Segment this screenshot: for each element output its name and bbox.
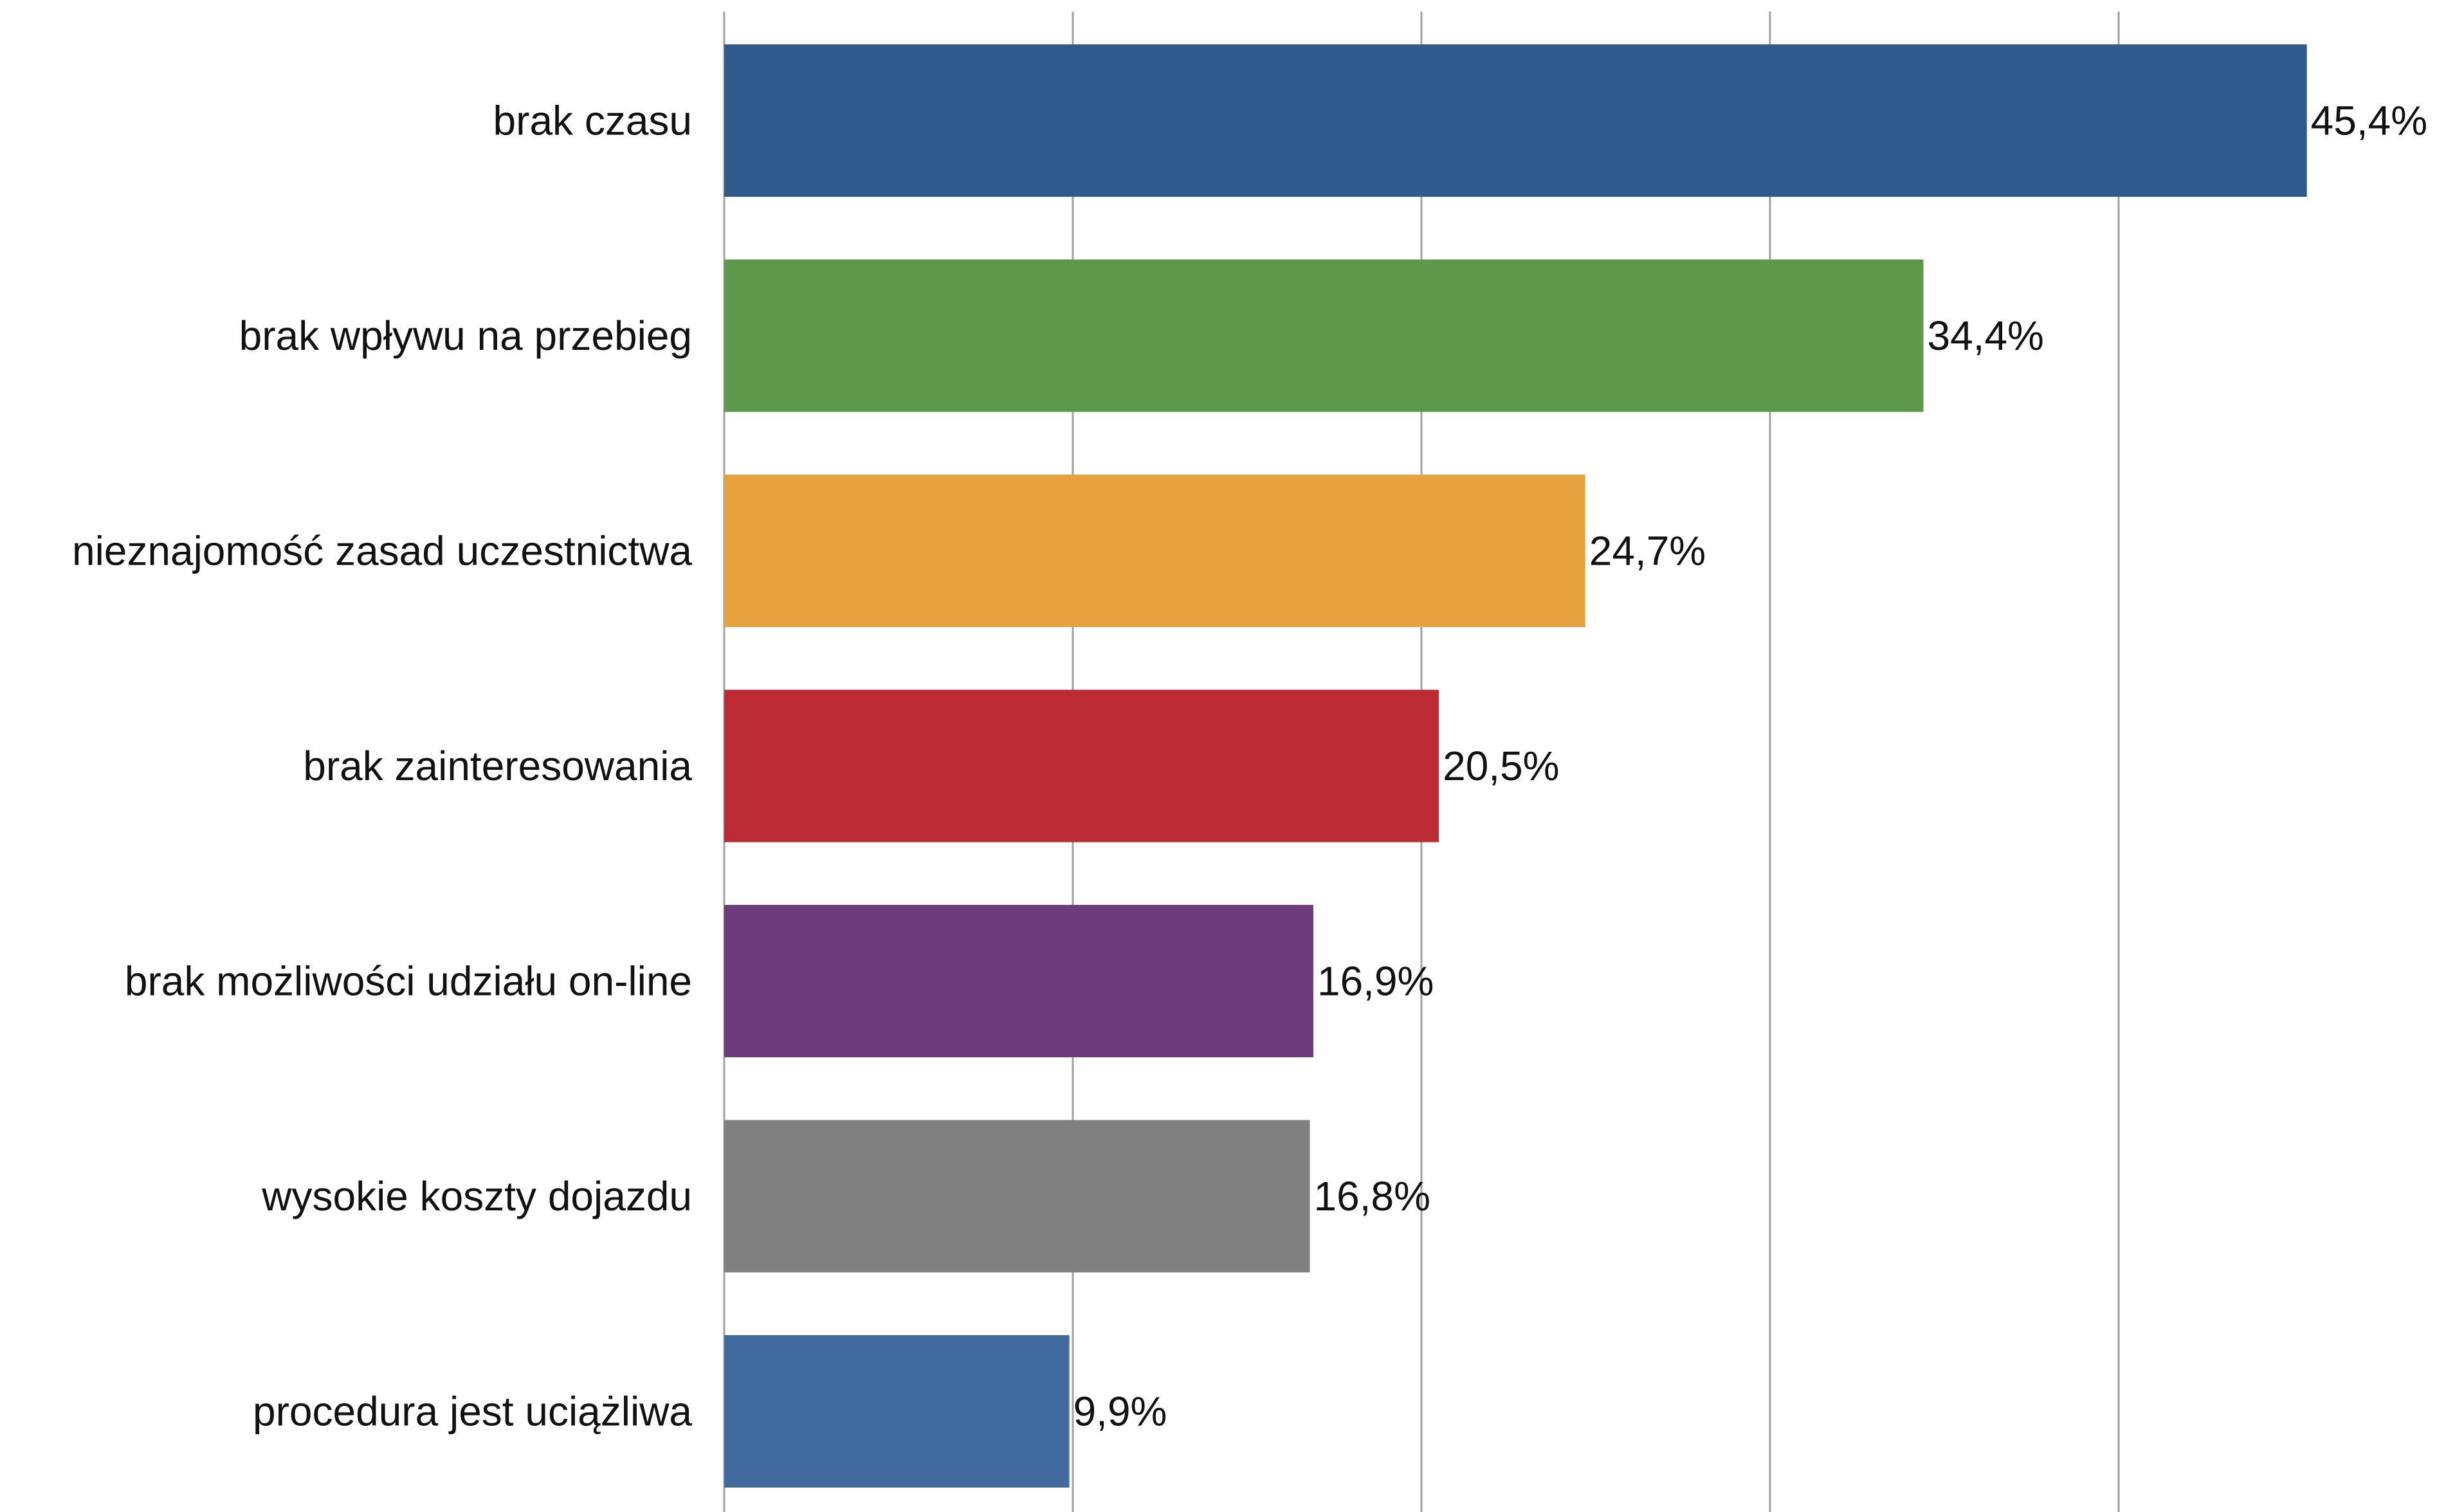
- bar: [724, 44, 2307, 197]
- bar: [724, 1335, 1070, 1488]
- bar: [724, 259, 1924, 412]
- category-labels: brak czasu brak wpływu na przebieg nieznaj…: [72, 98, 692, 1435]
- bar: [724, 689, 1439, 843]
- value-labels: 45,4% 34,4% 24,7% 20,5% 16,9% 16,8% 9,9%: [1073, 98, 2428, 1435]
- bar: [724, 905, 1313, 1057]
- data-label: 34,4%: [1927, 313, 2043, 359]
- category-label: procedura jest uciążliwa: [253, 1389, 692, 1435]
- data-label: 16,8%: [1314, 1173, 1430, 1219]
- data-label: 45,4%: [2311, 98, 2427, 144]
- category-label: nieznajomość zasad uczestnictwa: [72, 528, 692, 574]
- category-label: wysokie koszty dojazdu: [261, 1173, 692, 1219]
- category-label: brak wpływu na przebieg: [239, 313, 692, 359]
- data-label: 16,9%: [1317, 958, 1434, 1005]
- data-label: 20,5%: [1443, 743, 1559, 789]
- category-label: brak możliwości udziału on-line: [125, 958, 692, 1005]
- category-label: brak czasu: [493, 98, 692, 144]
- bars: [724, 44, 2307, 1488]
- data-label: 9,9%: [1073, 1389, 1167, 1435]
- data-label: 24,7%: [1589, 528, 1706, 574]
- bar: [724, 475, 1585, 627]
- category-label: brak zainteresowania: [303, 743, 692, 789]
- bar: [724, 1120, 1310, 1273]
